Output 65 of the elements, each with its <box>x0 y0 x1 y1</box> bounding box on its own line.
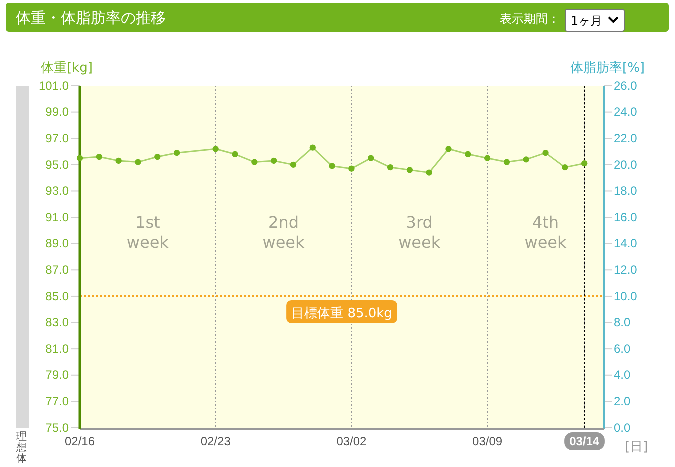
y2-tick-label: 20.0 <box>614 158 638 172</box>
point <box>270 158 278 164</box>
point <box>542 150 549 156</box>
y-tick-label: 97.0 <box>46 131 70 146</box>
point <box>562 164 568 171</box>
y2-tick-label: 2.0 <box>614 394 632 409</box>
y2-tick-label: 24.0 <box>614 105 638 120</box>
y-tick-label: 89.0 <box>46 236 70 251</box>
annotation: 2nd week <box>262 213 306 252</box>
point <box>523 156 530 163</box>
annotation: 1st week <box>126 213 170 252</box>
point <box>290 162 297 168</box>
point <box>212 146 219 152</box>
y-tick-label: 77.0 <box>46 394 70 409</box>
x-tick-label: 03/14 <box>570 434 600 449</box>
point <box>484 155 491 162</box>
point <box>387 164 394 171</box>
x-tick-label: 03/02 <box>336 434 368 449</box>
y-axis-title: 体重[kg] <box>41 61 93 76</box>
y2-tick-label: 6.0 <box>614 342 632 356</box>
x-tick-label: 02/16 <box>64 434 96 449</box>
y-tick-label: 75.0 <box>46 420 70 435</box>
y-tick-label: 91.0 <box>46 210 70 224</box>
annotation: 3rd week <box>398 213 442 252</box>
y-tick-label: 87.0 <box>46 262 70 277</box>
point <box>582 160 588 167</box>
x-tick-label: 03/09 <box>472 434 503 449</box>
y2-tick-label: 22.0 <box>614 131 638 146</box>
point <box>504 159 510 166</box>
point <box>446 146 452 152</box>
point <box>329 163 336 170</box>
text: 理想体 <box>16 431 28 465</box>
chart-title: 体重・体脂肪率の推移 <box>16 9 166 27</box>
y2-tick-label: 12.0 <box>614 262 638 277</box>
x-axis-title: [日] <box>625 440 648 455</box>
point <box>465 151 472 158</box>
y2-tick-label: 14.0 <box>614 236 638 251</box>
y2-axis-title: 体脂肪率[%] <box>570 60 645 76</box>
y-tick-label: 101.0 <box>38 78 70 93</box>
y-tick-label: 93.0 <box>46 184 70 198</box>
y-tick-label: 99.0 <box>46 105 70 120</box>
text: 表示期間： <box>500 12 560 26</box>
y-tick-label: 81.0 <box>46 342 70 356</box>
y-tick-label: 95.0 <box>46 158 70 172</box>
y-tick-label: 79.0 <box>46 368 70 382</box>
point <box>426 170 432 176</box>
point <box>310 144 316 151</box>
y-tick-label: 83.0 <box>46 316 70 330</box>
y2-tick-label: 26.0 <box>614 78 638 93</box>
y-tick-label: 85.0 <box>46 289 70 304</box>
y2-tick-label: 4.0 <box>614 368 632 382</box>
dropdown[interactable]: 1ヶ月 <box>565 9 625 32</box>
point <box>252 159 258 166</box>
y2-tick-label: 8.0 <box>614 316 632 330</box>
point <box>406 167 414 174</box>
ref-line-label: 目標体重 85.0kg <box>292 306 392 322</box>
point <box>348 166 355 172</box>
y2-tick-label: 16.0 <box>614 210 638 224</box>
annotation: 4th week <box>524 213 568 252</box>
y2-tick-label: 10.0 <box>614 289 638 304</box>
point <box>368 155 374 162</box>
y2-tick-label: 0.0 <box>614 420 632 435</box>
x-tick-label: 02/23 <box>200 434 232 449</box>
point <box>232 151 238 158</box>
y2-tick-label: 18.0 <box>614 184 638 198</box>
